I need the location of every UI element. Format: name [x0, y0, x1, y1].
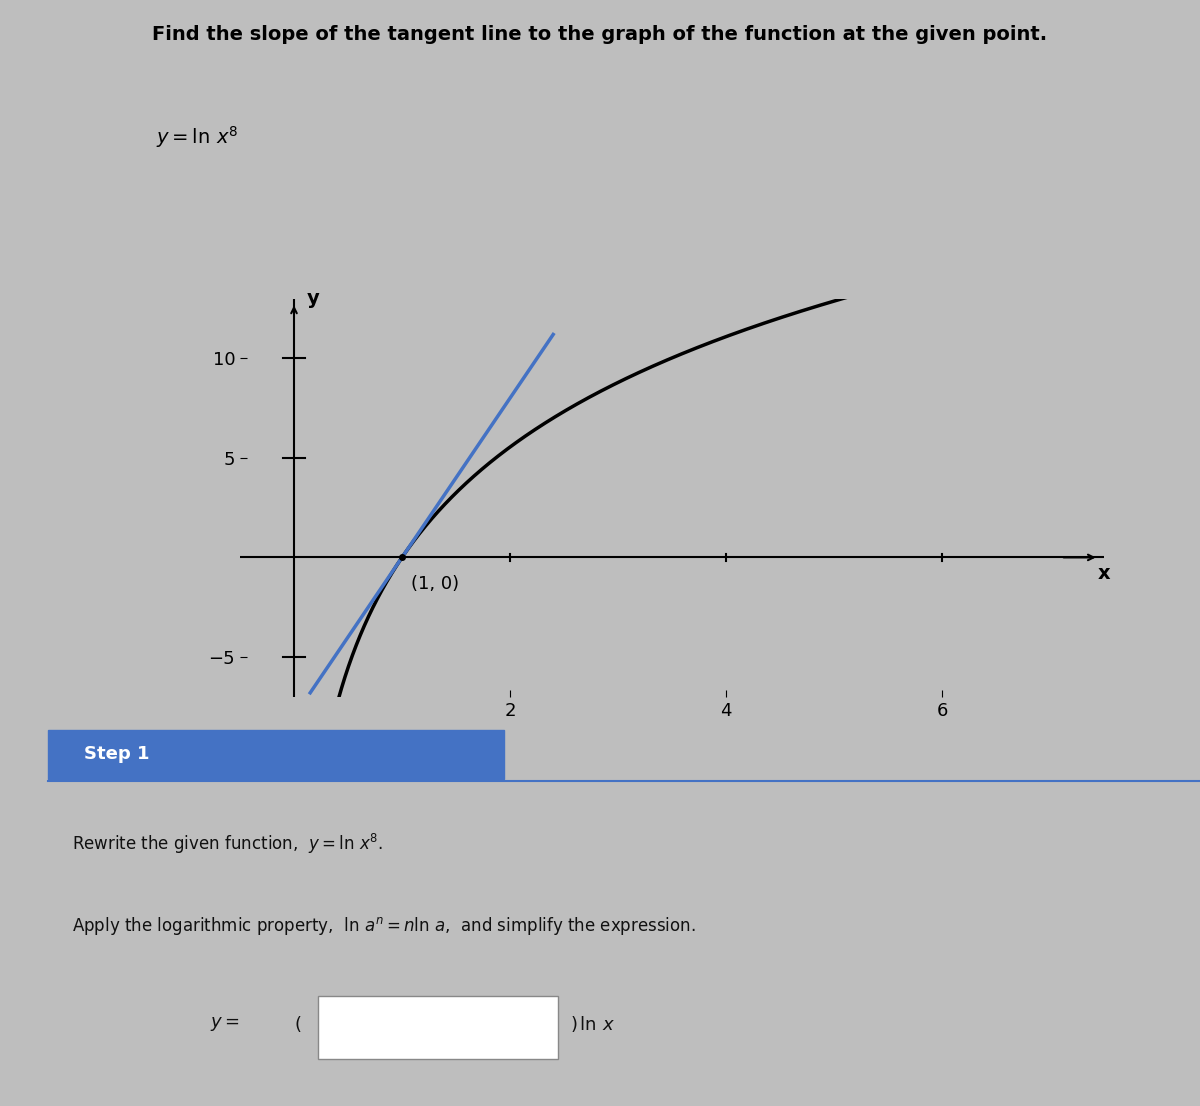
- Text: Step 1: Step 1: [84, 745, 150, 763]
- Text: Find the slope of the tangent line to the graph of the function at the given poi: Find the slope of the tangent line to th…: [152, 24, 1048, 44]
- Text: Rewrite the given function,  $y = \ln\,x^8$.: Rewrite the given function, $y = \ln\,x^…: [72, 832, 383, 856]
- Text: $($: $($: [294, 1014, 301, 1034]
- FancyBboxPatch shape: [318, 995, 558, 1058]
- Text: Apply the logarithmic property,  $\ln\,a^n = n\ln\,a$,  and simplify the express: Apply the logarithmic property, $\ln\,a^…: [72, 915, 696, 937]
- Text: x: x: [1098, 564, 1110, 583]
- Text: y: y: [307, 289, 320, 309]
- Text: $y = \ln\,x^8$: $y = \ln\,x^8$: [156, 124, 238, 149]
- FancyBboxPatch shape: [48, 730, 504, 779]
- Text: $)\,\ln\,x$: $)\,\ln\,x$: [570, 1014, 614, 1034]
- Text: (1, 0): (1, 0): [410, 575, 458, 593]
- Text: $y =$: $y =$: [210, 1015, 240, 1033]
